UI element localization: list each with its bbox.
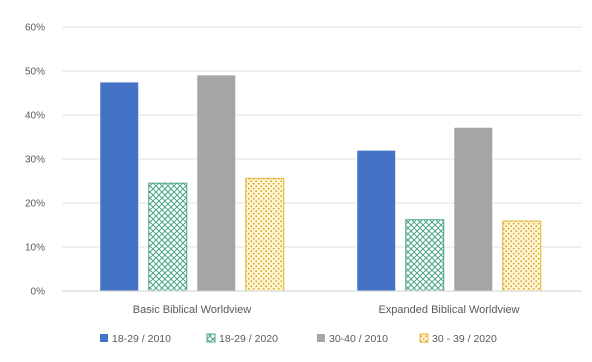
- y-tick-label: 60%: [25, 23, 45, 34]
- y-tick-label: 10%: [25, 243, 45, 254]
- bar: [405, 219, 445, 292]
- bar: [357, 150, 396, 291]
- bars: [100, 75, 542, 292]
- y-tick-label: 0%: [31, 287, 46, 298]
- y-tick-label: 40%: [25, 111, 45, 122]
- x-axis: Basic Biblical Worldview Expanded Biblica…: [62, 290, 582, 316]
- legend-label: 18-29 / 2020: [219, 333, 278, 345]
- x-category-label: Expanded Biblical Worldview: [378, 304, 519, 316]
- legend-swatch: [419, 333, 429, 343]
- y-axis-tick-labels: 0% 10% 20% 30% 40% 50% 60%: [25, 23, 45, 298]
- legend-label: 18-29 / 2010: [112, 333, 171, 345]
- legend-label: 30 - 39 / 2020: [432, 333, 497, 345]
- bar: [454, 127, 493, 291]
- y-tick-label: 20%: [25, 199, 45, 210]
- legend-swatch: [317, 334, 325, 342]
- legend: 18-29 / 2010 18-29 / 2020 30-40 / 2010 30 -…: [100, 333, 497, 345]
- x-category-label: Basic Biblical Worldview: [133, 304, 251, 316]
- y-tick-label: 50%: [25, 67, 45, 78]
- bar: [197, 75, 236, 292]
- y-tick-label: 30%: [25, 155, 45, 166]
- bar: [148, 182, 188, 292]
- gridlines: [62, 26, 582, 248]
- bar: [502, 220, 542, 292]
- legend-label: 30-40 / 2010: [329, 333, 388, 345]
- legend-swatch: [100, 334, 108, 342]
- bar: [245, 177, 285, 292]
- bar: [100, 82, 139, 291]
- legend-swatch: [206, 333, 216, 343]
